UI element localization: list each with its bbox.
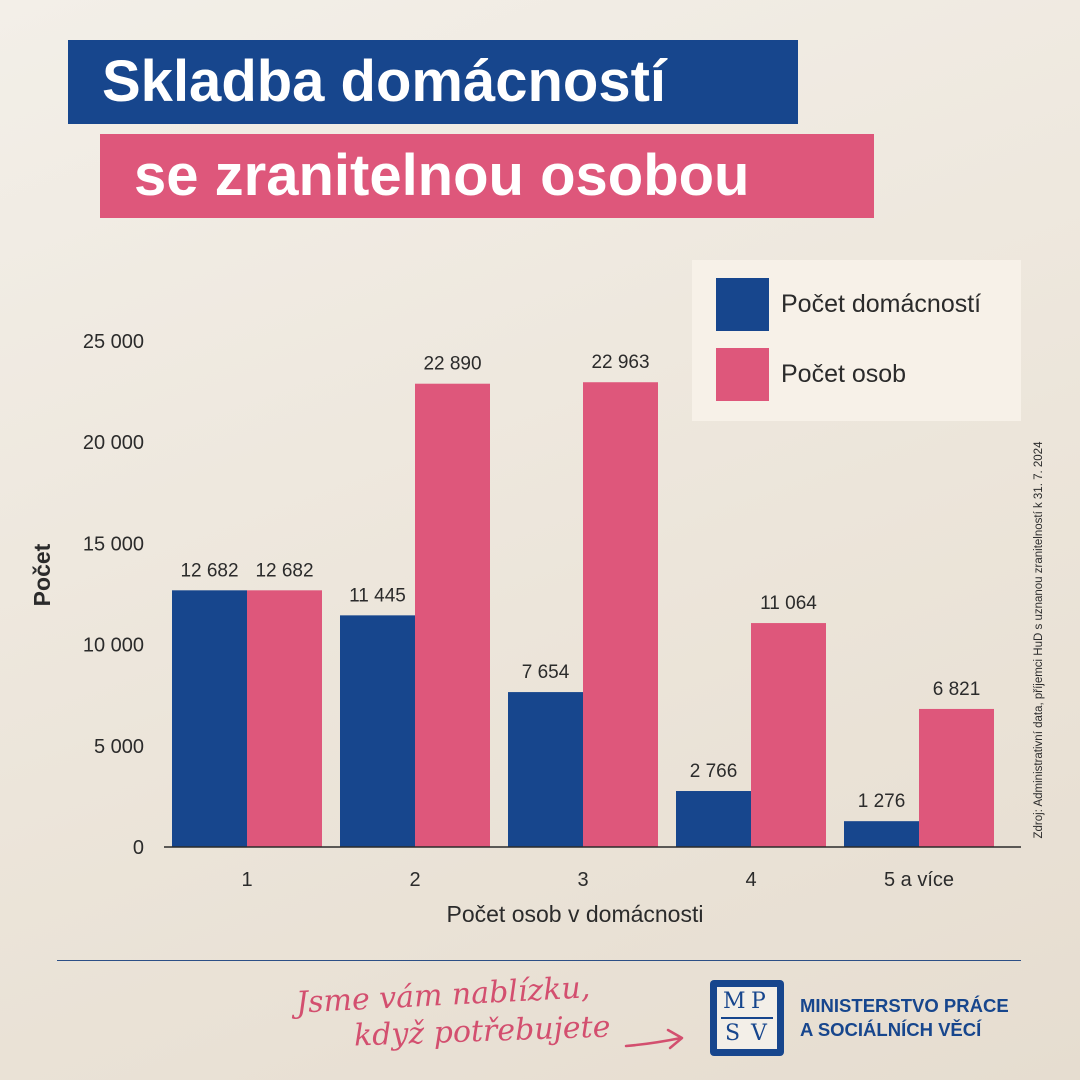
legend-swatch-households [716, 278, 769, 331]
legend-item-households: Počet domácností [716, 278, 981, 331]
legend-swatch-persons [716, 348, 769, 401]
bar-persons [751, 623, 826, 847]
chart-legend: Počet domácností Počet osob [692, 260, 1021, 421]
legend-item-persons: Počet osob [716, 348, 906, 401]
bar-persons [583, 382, 658, 847]
title-line-1: Skladba domácností [102, 49, 667, 114]
y-tick-label: 20 000 [83, 432, 144, 454]
bar-households [508, 692, 583, 847]
bar-households [340, 615, 415, 847]
x-axis-title: Počet osob v domácnosti [447, 901, 704, 927]
data-label-households: 11 445 [349, 585, 406, 606]
bar-households [676, 791, 751, 847]
ministry-line-1: MINISTERSTVO PRÁCE [800, 995, 1009, 1016]
x-tick-label: 5 a více [884, 869, 954, 891]
x-tick-label: 3 [577, 869, 588, 891]
slogan-arrow-icon [624, 1028, 684, 1050]
data-label-persons: 22 963 [591, 352, 649, 373]
ministry-line-2: A SOCIÁLNÍCH VĚCÍ [800, 1019, 982, 1040]
x-tick-label: 1 [241, 869, 252, 891]
y-tick-label: 15 000 [83, 533, 144, 555]
x-tick-label: 4 [745, 869, 756, 891]
y-axis-title: Počet [29, 543, 55, 606]
logo-letter-p: P [751, 989, 766, 1014]
ministry-name: MINISTERSTVO PRÁCE A SOCIÁLNÍCH VĚCÍ [800, 994, 1009, 1042]
y-tick-label: 10 000 [83, 635, 144, 657]
legend-label-households: Počet domácností [781, 290, 982, 318]
source-note: Zdroj: Administrativní data, příjemci Hu… [1033, 441, 1045, 839]
footer-divider [57, 960, 1021, 961]
mpsv-logo-inner: M P S V [717, 987, 777, 1049]
bar-persons [919, 708, 994, 847]
bar-households [172, 590, 247, 847]
data-label-households: 7 654 [522, 662, 570, 683]
data-label-households: 2 766 [690, 761, 738, 782]
legend-label-persons: Počet osob [781, 360, 907, 388]
data-label-households: 12 682 [180, 560, 238, 581]
mpsv-logo: M P S V [710, 980, 784, 1056]
data-label-persons: 22 890 [423, 354, 481, 375]
page-subtitle: se zranitelnou osobou [100, 134, 874, 218]
data-label-persons: 11 064 [760, 593, 817, 614]
bar-households [844, 821, 919, 847]
slogan: Jsme vám nablízku, když potřebujete [295, 970, 696, 1058]
title-line-2: se zranitelnou osobou [134, 143, 750, 208]
y-tick-label: 25 000 [83, 331, 144, 353]
data-label-persons: 6 821 [933, 679, 981, 700]
logo-divider [721, 1017, 773, 1019]
x-tick-label: 2 [409, 869, 420, 891]
page-title: Skladba domácností [68, 40, 798, 124]
bar-persons [415, 383, 490, 847]
logo-letter-v: V [751, 1021, 767, 1046]
logo-letter-m: M [723, 989, 746, 1014]
y-tick-label: 0 [133, 837, 144, 859]
logo-letter-s: S [725, 1021, 741, 1046]
bar-persons [247, 590, 322, 847]
data-label-households: 1 276 [858, 791, 906, 812]
y-tick-label: 5 000 [94, 736, 144, 758]
data-label-persons: 12 682 [255, 560, 313, 581]
